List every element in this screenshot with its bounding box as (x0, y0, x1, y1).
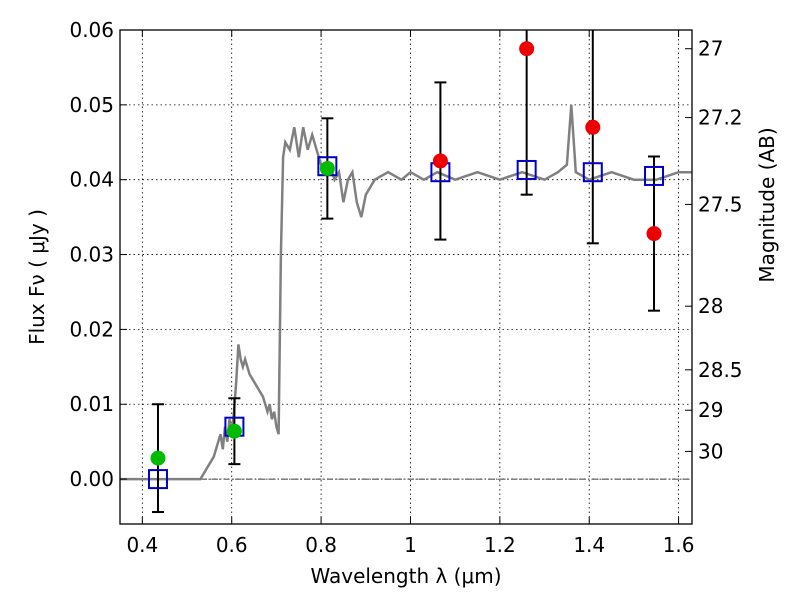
x-tick-label: 0.4 (126, 533, 158, 557)
model-photometry-square (644, 165, 665, 186)
x-tick-label: 0.8 (305, 533, 337, 557)
model-spectrum-line (120, 104, 692, 481)
grid (120, 29, 692, 524)
data-points (147, 30, 665, 514)
hst-observed-point (150, 450, 166, 466)
y2-tick-label: 30 (698, 439, 723, 463)
x-axis-label-text: Wavelength λ (μm) (310, 564, 501, 588)
y2-tick-label: 29 (698, 398, 723, 422)
x-tick-label: 0.6 (216, 533, 248, 557)
nir-observed-point (585, 119, 601, 135)
x-tick-label: 1.6 (663, 533, 695, 557)
y2-tick-label: 27.5 (698, 192, 743, 216)
axes: 0.4 0.6 0.8 1 1.2 1.4 1.6 0.00 0.01 0.02 0.03 0.04 0… (69, 18, 742, 557)
x-tick-label: 1.2 (484, 533, 516, 557)
model-photometry-square (516, 159, 537, 180)
x-tick-label: 1 (404, 533, 417, 557)
y-tick-label: 0.00 (69, 467, 114, 491)
y-tick-label: 0.05 (69, 93, 114, 117)
y2-axis-label: Magnitude (AB) (755, 127, 779, 282)
model-photometry-square (147, 469, 168, 490)
nir-observed-point (432, 153, 448, 169)
y2-tick-label: 28.5 (698, 358, 743, 382)
hst-observed-point (319, 160, 335, 176)
y-tick-label: 0.03 (69, 243, 114, 267)
y-tick-label: 0.06 (69, 18, 114, 42)
model-photometry-square (582, 162, 603, 183)
y2-tick-label: 28 (698, 294, 723, 318)
x-tick-label: 1.4 (573, 533, 605, 557)
nir-observed-point (646, 226, 662, 242)
plot-frame (119, 29, 693, 525)
y-tick-label: 0.04 (69, 168, 114, 192)
y2-tick-label: 27.2 (698, 106, 743, 130)
y2-tick-label: 27 (698, 37, 723, 61)
nir-observed-point (519, 41, 535, 57)
y-tick-label: 0.01 (69, 392, 114, 416)
y-axis-label: Flux Fν ( μJy ) (25, 209, 49, 345)
hst-observed-point (226, 423, 242, 439)
x-axis-label: Wavelength λ (μm) (310, 564, 501, 588)
y-tick-label: 0.02 (69, 317, 114, 341)
